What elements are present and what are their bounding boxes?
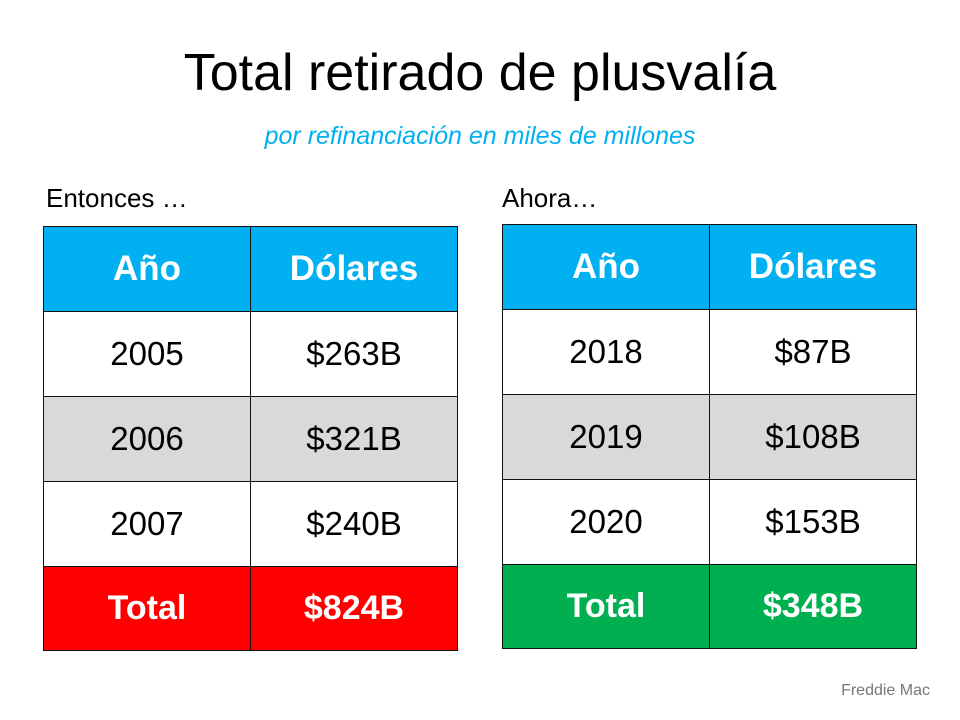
then-table: Año Dólares 2005 $263B 2006 $321B 2007 $… <box>43 226 458 651</box>
table-header-row: Año Dólares <box>502 224 917 310</box>
table-row: 2006 $321B <box>43 396 458 482</box>
total-label: Total <box>43 566 251 651</box>
year-cell: 2006 <box>43 396 251 482</box>
slide-title: Total retirado de plusvalía <box>183 44 777 102</box>
slide-subtitle: por refinanciación en miles de millones <box>264 122 696 150</box>
total-label: Total <box>502 564 710 649</box>
table-row: 2007 $240B <box>43 481 458 567</box>
source-credit: Freddie Mac <box>841 682 930 699</box>
amount-cell: $240B <box>250 481 458 567</box>
column-header-year: Año <box>43 226 251 312</box>
total-amount: $348B <box>709 564 917 649</box>
year-cell: 2019 <box>502 394 710 480</box>
now-table: Año Dólares 2018 $87B 2019 $108B 2020 $1… <box>502 224 917 649</box>
amount-cell: $263B <box>250 311 458 397</box>
table-header-row: Año Dólares <box>43 226 458 312</box>
table-row: 2020 $153B <box>502 479 917 565</box>
column-header-dollars: Dólares <box>709 224 917 310</box>
year-cell: 2005 <box>43 311 251 397</box>
column-header-year: Año <box>502 224 710 310</box>
amount-cell: $108B <box>709 394 917 480</box>
year-cell: 2020 <box>502 479 710 565</box>
total-row: Total $348B <box>502 564 917 649</box>
amount-cell: $87B <box>709 309 917 395</box>
year-cell: 2007 <box>43 481 251 567</box>
total-amount: $824B <box>250 566 458 651</box>
amount-cell: $321B <box>250 396 458 482</box>
year-cell: 2018 <box>502 309 710 395</box>
then-label: Entonces … <box>46 183 188 213</box>
table-row: 2018 $87B <box>502 309 917 395</box>
table-row: 2005 $263B <box>43 311 458 397</box>
total-row: Total $824B <box>43 566 458 651</box>
now-label: Ahora… <box>502 183 598 213</box>
amount-cell: $153B <box>709 479 917 565</box>
table-row: 2019 $108B <box>502 394 917 480</box>
column-header-dollars: Dólares <box>250 226 458 312</box>
